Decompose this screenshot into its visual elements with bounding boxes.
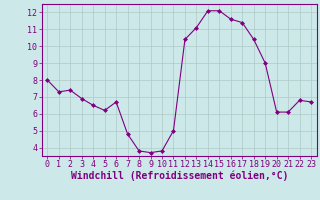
X-axis label: Windchill (Refroidissement éolien,°C): Windchill (Refroidissement éolien,°C) — [70, 171, 288, 181]
